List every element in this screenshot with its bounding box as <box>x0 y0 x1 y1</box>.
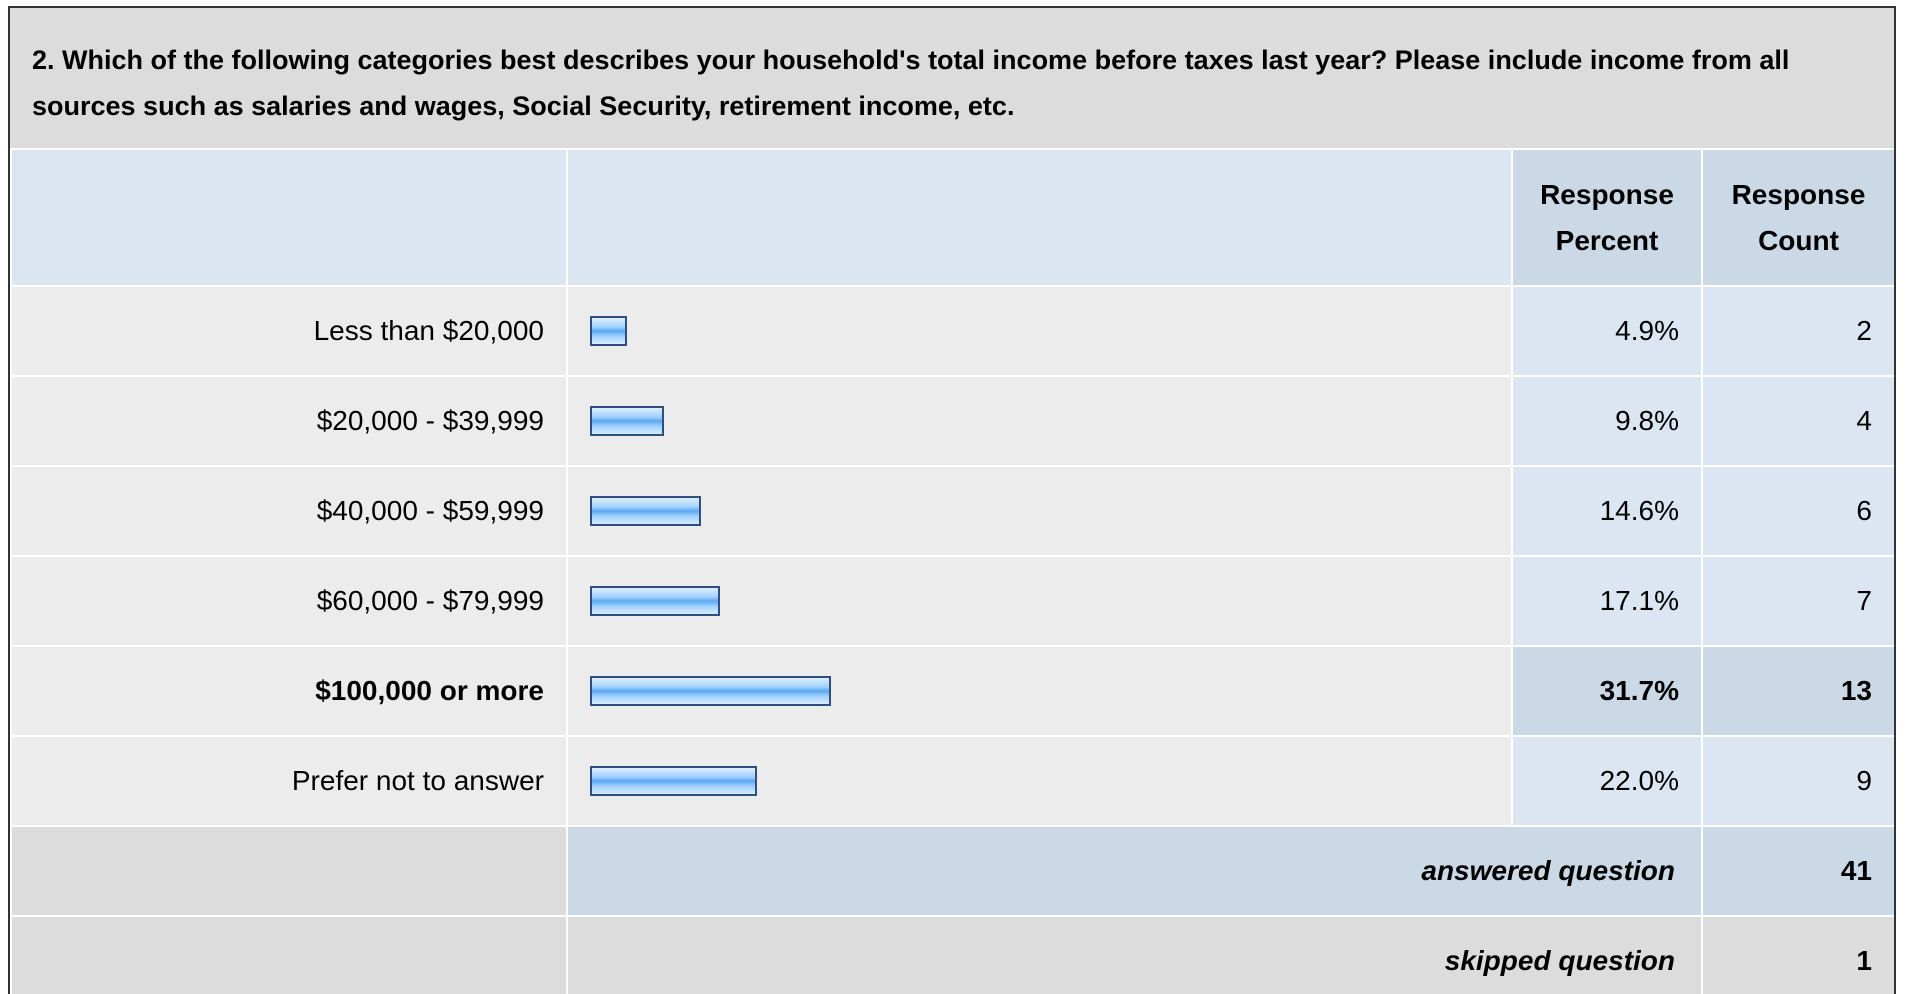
answered-question-count: 41 <box>1701 825 1894 917</box>
response-table: Response Percent Response Count Less tha… <box>10 148 1894 994</box>
table-row: $20,000 - $39,999 9.8% 4 <box>10 375 1894 467</box>
header-blank-label <box>10 148 568 287</box>
response-percent: 17.1% <box>1511 555 1703 647</box>
response-percent: 31.7% <box>1511 645 1703 737</box>
answer-label: Less than $20,000 <box>10 285 568 377</box>
bar-cell <box>566 465 1513 557</box>
response-bar <box>590 676 831 706</box>
response-bar <box>590 766 757 796</box>
answered-row: answered question 41 <box>10 825 1894 917</box>
response-bar <box>590 586 720 616</box>
response-bar <box>590 316 627 346</box>
answer-label: Prefer not to answer <box>10 735 568 827</box>
bar-cell <box>566 375 1513 467</box>
answered-question-label: answered question <box>566 825 1703 917</box>
response-percent: 9.8% <box>1511 375 1703 467</box>
table-row: $60,000 - $79,999 17.1% 7 <box>10 555 1894 647</box>
bar-cell <box>566 645 1513 737</box>
response-bar <box>590 496 701 526</box>
table-row: $40,000 - $59,999 14.6% 6 <box>10 465 1894 557</box>
answer-label: $20,000 - $39,999 <box>10 375 568 467</box>
response-percent: 14.6% <box>1511 465 1703 557</box>
summary-blank <box>10 915 568 994</box>
response-count: 2 <box>1701 285 1894 377</box>
question-title: 2. Which of the following categories bes… <box>10 8 1894 148</box>
skipped-question-label: skipped question <box>566 915 1703 994</box>
response-percent: 4.9% <box>1511 285 1703 377</box>
response-count: 13 <box>1701 645 1894 737</box>
header-blank-bar <box>566 148 1513 287</box>
response-count: 4 <box>1701 375 1894 467</box>
skipped-row: skipped question 1 <box>10 915 1894 994</box>
header-percent-line2: Percent <box>1555 224 1659 256</box>
bar-cell <box>566 555 1513 647</box>
table-header: Response Percent Response Count <box>10 148 1894 287</box>
answer-label: $40,000 - $59,999 <box>10 465 568 557</box>
table-row-top-answer: $100,000 or more 31.7% 13 <box>10 645 1894 737</box>
summary-blank <box>10 825 568 917</box>
header-response-count: Response Count <box>1701 148 1894 287</box>
response-percent: 22.0% <box>1511 735 1703 827</box>
header-count-line2: Count <box>1758 224 1839 256</box>
survey-question-panel: 2. Which of the following categories bes… <box>8 6 1896 994</box>
answer-label: $60,000 - $79,999 <box>10 555 568 647</box>
response-count: 9 <box>1701 735 1894 827</box>
table-row: Less than $20,000 4.9% 2 <box>10 285 1894 377</box>
header-count-line1: Response <box>1731 178 1866 210</box>
answer-label: $100,000 or more <box>10 645 568 737</box>
table-row: Prefer not to answer 22.0% 9 <box>10 735 1894 827</box>
header-percent-line1: Response <box>1540 178 1674 210</box>
bar-cell <box>566 735 1513 827</box>
response-count: 7 <box>1701 555 1894 647</box>
response-bar <box>590 406 664 436</box>
response-count: 6 <box>1701 465 1894 557</box>
header-response-percent: Response Percent <box>1511 148 1703 287</box>
skipped-question-count: 1 <box>1701 915 1894 994</box>
bar-cell <box>566 285 1513 377</box>
